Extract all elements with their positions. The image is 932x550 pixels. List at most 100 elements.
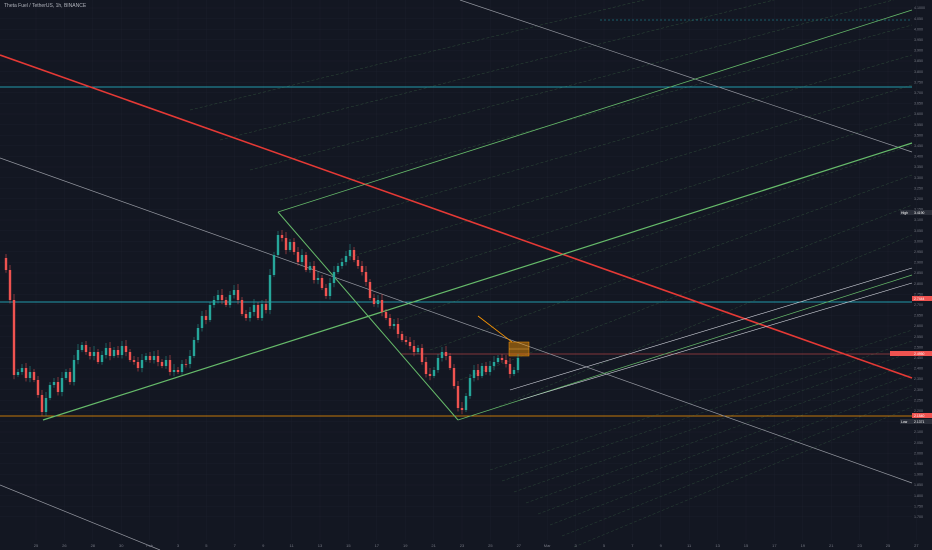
candle-body bbox=[252, 305, 256, 312]
fan-line bbox=[537, 373, 913, 515]
candle-body bbox=[492, 362, 496, 366]
price-tick: 3.900 bbox=[914, 49, 923, 53]
green-pitchfork-handle bbox=[277, 211, 459, 421]
price-labels: High 3.4190 2.7444 2.4950 2.1540 Low 2.1… bbox=[890, 210, 932, 424]
fan-line bbox=[459, 204, 913, 381]
candle-body bbox=[448, 356, 452, 368]
candle-body bbox=[200, 316, 204, 328]
candle-body bbox=[228, 295, 232, 305]
candle-body bbox=[472, 370, 476, 378]
candle-body bbox=[304, 255, 308, 270]
candle-body bbox=[244, 314, 248, 318]
price-tick: 2.800 bbox=[914, 282, 923, 286]
candle-body bbox=[356, 260, 360, 266]
candle-body bbox=[28, 372, 32, 378]
price-tick: 3.950 bbox=[914, 38, 923, 42]
candle-body bbox=[368, 282, 372, 298]
candle-body bbox=[516, 358, 520, 370]
fan-line bbox=[573, 406, 913, 548]
candle-body bbox=[412, 346, 416, 352]
candle-body bbox=[296, 252, 300, 262]
price-tick: 3.350 bbox=[914, 165, 923, 169]
price-tick: 2.200 bbox=[914, 409, 923, 413]
time-tick: 25 bbox=[34, 543, 39, 548]
candle-body bbox=[284, 238, 288, 250]
price-tick: 4.000 bbox=[914, 27, 923, 31]
candle-body bbox=[16, 372, 20, 375]
candle-body bbox=[476, 370, 480, 376]
time-tick: 3 bbox=[574, 543, 577, 548]
candle-body bbox=[208, 305, 212, 320]
candle-body bbox=[256, 305, 260, 318]
price-axis[interactable]: 4.1000 4.050 4.000 3.950 3.900 3.850 3.800 3.75… bbox=[914, 6, 925, 519]
candle-body bbox=[328, 283, 332, 296]
candle-body bbox=[104, 348, 108, 355]
fan-line bbox=[249, 0, 894, 171]
candle-body bbox=[216, 295, 220, 300]
candle-body bbox=[332, 272, 336, 283]
candle-body bbox=[408, 342, 412, 346]
price-tick: 3.300 bbox=[914, 176, 923, 180]
candle-body bbox=[348, 250, 352, 256]
candle-body bbox=[388, 318, 392, 326]
candle-body bbox=[484, 366, 488, 372]
fan-line bbox=[489, 234, 913, 411]
candle-body bbox=[128, 352, 132, 360]
candle-body bbox=[264, 304, 268, 310]
time-tick: 19 bbox=[403, 543, 408, 548]
time-axis[interactable]: 25 26 28 30 Feb 3 5 7 9 11 13 15 17 19 21 23 25 27 Mar 3 5 7 9… bbox=[34, 543, 920, 548]
fan-line bbox=[369, 114, 913, 291]
price-tick: 3.150 bbox=[914, 208, 923, 212]
candle-body bbox=[188, 356, 192, 364]
green-ascending-trendline bbox=[42, 142, 913, 421]
price-tick: 3.250 bbox=[914, 186, 923, 190]
time-tick: 28 bbox=[91, 543, 96, 548]
price-tick: 3.600 bbox=[914, 112, 923, 116]
high-label-text: High bbox=[901, 211, 908, 215]
candle-body bbox=[436, 358, 440, 370]
candle-body bbox=[508, 364, 512, 374]
low-label-text: Low bbox=[901, 420, 908, 424]
candle-body bbox=[176, 370, 180, 372]
price-tick: 3.650 bbox=[914, 102, 923, 106]
current-price-label: 2.4950 bbox=[890, 351, 932, 356]
time-tick: 21 bbox=[431, 543, 436, 548]
candle-body bbox=[308, 266, 312, 270]
candle-body bbox=[456, 386, 460, 408]
price-tick: 3.850 bbox=[914, 59, 923, 63]
price-tick: 4.1000 bbox=[914, 6, 925, 10]
time-tick: 13 bbox=[318, 543, 323, 548]
candle-body bbox=[24, 368, 28, 378]
upper-line-value: 2.7444 bbox=[914, 297, 924, 301]
candle-body bbox=[512, 370, 516, 374]
candle-body bbox=[160, 362, 164, 366]
candle-body bbox=[380, 300, 384, 312]
candle-body bbox=[172, 370, 176, 372]
candle-body bbox=[12, 300, 16, 375]
time-tick: 23 bbox=[857, 543, 862, 548]
candle-body bbox=[364, 272, 368, 282]
candle-body bbox=[168, 360, 172, 372]
current-price-value: 2.4950 bbox=[914, 352, 924, 356]
orange-arrow bbox=[477, 315, 513, 343]
price-tick: 2.300 bbox=[914, 388, 923, 392]
candle-body bbox=[204, 316, 208, 320]
candle-body bbox=[316, 278, 320, 280]
trend-lines[interactable] bbox=[0, 0, 913, 550]
target-box[interactable] bbox=[508, 341, 530, 357]
time-tick: 27 bbox=[517, 543, 522, 548]
gray-bottom-trendline bbox=[0, 484, 161, 550]
candle-body bbox=[420, 348, 424, 362]
price-tick: 2.700 bbox=[914, 303, 923, 307]
time-tick: 15 bbox=[346, 543, 351, 548]
time-tick: 5 bbox=[603, 543, 606, 548]
price-tick: 3.100 bbox=[914, 218, 923, 222]
upper-line-label: 2.7444 bbox=[912, 296, 932, 301]
price-tick: 3.000 bbox=[914, 239, 923, 243]
time-tick: 7 bbox=[234, 543, 237, 548]
candle-body bbox=[148, 356, 152, 360]
candle-body bbox=[504, 360, 508, 364]
time-tick: Feb bbox=[146, 543, 154, 548]
white-parallel-lower bbox=[519, 282, 913, 401]
